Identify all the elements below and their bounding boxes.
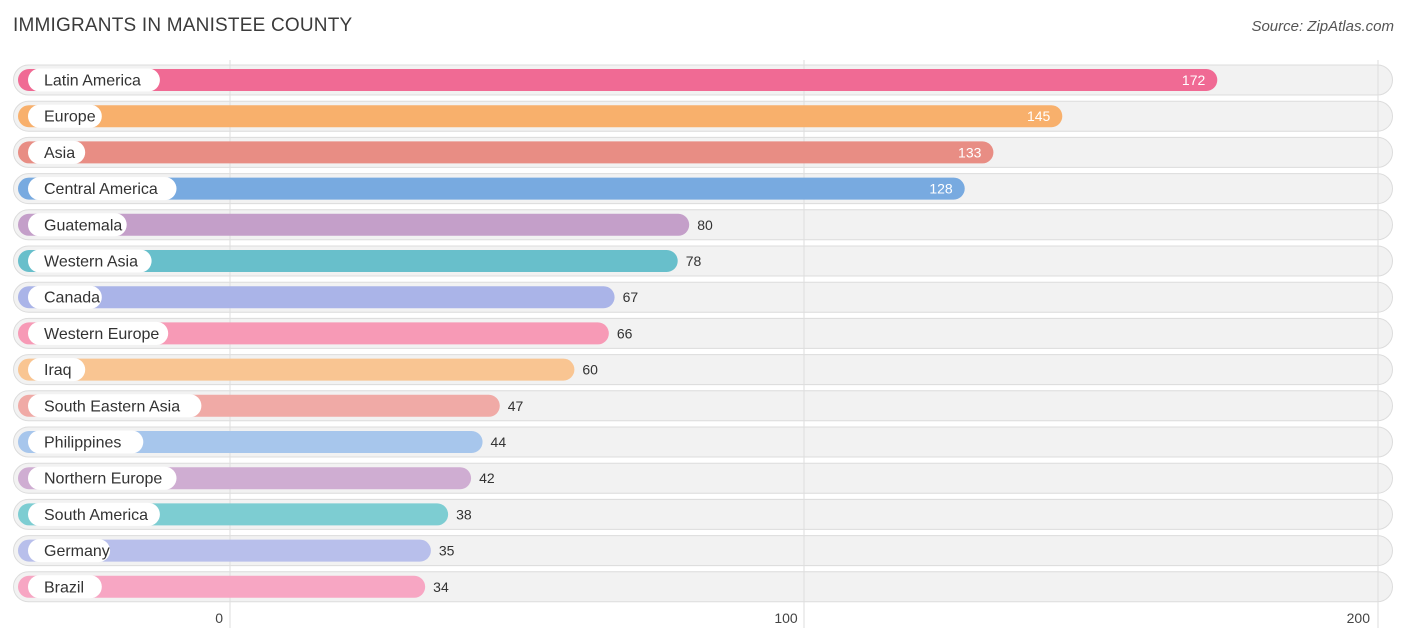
- category-label-pill: [28, 104, 102, 128]
- bars: Latin America 172 Europe 145 Asia 133 Central …: [18, 68, 1218, 599]
- x-axis-ticks: 0 100 200: [215, 610, 1370, 626]
- category-label-pill: [28, 539, 111, 563]
- bar: [18, 286, 615, 309]
- value-label: 78: [686, 253, 702, 269]
- value-label: 128: [929, 181, 953, 197]
- value-label: 44: [491, 434, 507, 450]
- category-label: Northern Europe: [44, 471, 162, 488]
- tick-label: 200: [1347, 610, 1371, 626]
- category-label: Germany: [44, 543, 110, 560]
- chart-title: IMMIGRANTS IN MANISTEE COUNTY: [13, 15, 353, 36]
- category-label: Asia: [44, 145, 75, 162]
- value-label: 66: [617, 325, 633, 341]
- category-label-pill: [28, 140, 86, 164]
- value-label: 35: [439, 543, 455, 559]
- tick-label: 100: [774, 610, 798, 626]
- bar: [18, 69, 1218, 91]
- category-label: Iraq: [44, 362, 72, 379]
- category-label-pill: [28, 321, 169, 345]
- bar: [18, 358, 575, 381]
- category-label-pill: [28, 466, 177, 490]
- category-label-pill: [28, 394, 202, 418]
- bar: [18, 105, 1063, 128]
- value-label: 172: [1182, 72, 1206, 88]
- bar: [18, 250, 678, 272]
- value-label: 67: [623, 289, 639, 305]
- category-label-pill: [28, 502, 160, 526]
- category-label: Central America: [44, 181, 158, 198]
- chart-source: Source: ZipAtlas.com: [1251, 18, 1394, 35]
- category-label: Europe: [44, 109, 96, 126]
- value-label: 34: [433, 579, 449, 595]
- value-label: 47: [508, 398, 524, 414]
- bar: [18, 213, 690, 236]
- category-label-pill: [28, 430, 144, 454]
- value-label: 60: [582, 362, 598, 378]
- category-label: South America: [44, 507, 148, 524]
- category-label-pill: [28, 213, 127, 237]
- category-label-pill: [28, 177, 177, 201]
- category-label: Canada: [44, 290, 100, 307]
- bar: [18, 539, 431, 562]
- bar: [18, 177, 965, 200]
- value-label: 80: [697, 217, 713, 233]
- category-label: Western Europe: [44, 326, 159, 343]
- tick-label: 0: [215, 610, 223, 626]
- category-label-pill: [28, 285, 102, 309]
- category-label-pill: [28, 358, 86, 382]
- category-label: South Eastern Asia: [44, 398, 180, 415]
- category-label-pill: [28, 575, 102, 599]
- bar: [18, 575, 426, 598]
- category-label-pill: [28, 68, 160, 92]
- category-label-pill: [28, 249, 152, 273]
- category-label: Brazil: [44, 579, 84, 596]
- category-label: Philippines: [44, 435, 121, 452]
- bar: [18, 141, 994, 164]
- value-label: 133: [958, 144, 982, 160]
- value-label: 145: [1027, 108, 1051, 124]
- category-label: Western Asia: [44, 254, 138, 271]
- category-label: Latin America: [44, 73, 141, 90]
- category-label: Guatemala: [44, 217, 122, 234]
- value-label: 38: [456, 506, 472, 522]
- value-label: 42: [479, 470, 495, 486]
